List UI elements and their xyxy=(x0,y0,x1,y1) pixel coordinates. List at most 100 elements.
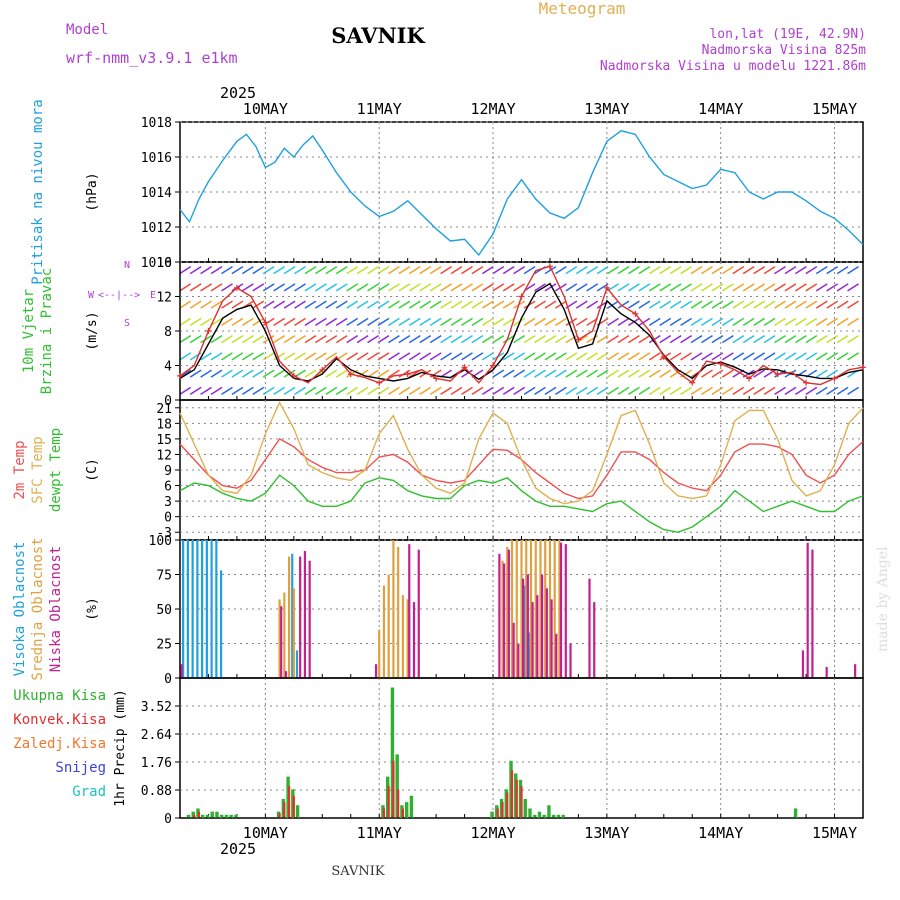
wind-barb xyxy=(763,300,776,309)
wind-barb xyxy=(732,300,745,309)
gust-marker xyxy=(233,284,240,291)
precip-bar xyxy=(374,664,378,678)
wind-barb xyxy=(513,369,526,378)
y-tick-label: 18 xyxy=(156,417,172,432)
wind-barb xyxy=(638,300,651,309)
wind-barb xyxy=(377,283,390,292)
wind-barb xyxy=(805,300,818,309)
gust-marker xyxy=(518,293,525,300)
x-day-label-top: 12MAY xyxy=(470,100,515,118)
wind-barb xyxy=(586,283,599,292)
wind-barb xyxy=(471,283,484,292)
wind-barb xyxy=(283,334,296,344)
wind-barb xyxy=(774,317,786,327)
wind-barb xyxy=(586,369,599,378)
precip-bar xyxy=(387,574,390,678)
wind-barb xyxy=(575,300,588,309)
wind-barb xyxy=(231,386,244,396)
wind-barb xyxy=(471,300,484,309)
wind-barb xyxy=(346,317,359,327)
wind-barb xyxy=(544,300,557,309)
wind-barb xyxy=(784,300,797,309)
wind-barb xyxy=(732,265,745,275)
wind-barb xyxy=(742,317,755,327)
gust-marker xyxy=(290,372,297,379)
wind-barb xyxy=(701,386,713,396)
wind-barb xyxy=(513,283,526,292)
wind-barb xyxy=(377,265,390,275)
wind-barb xyxy=(377,300,390,309)
y-tick-label: 1018 xyxy=(141,116,172,131)
precip-bar xyxy=(378,629,381,678)
wind-barb xyxy=(461,334,473,344)
precip-legend-label: Zaledj.Kisa xyxy=(13,736,106,752)
y-axis-unit: (m/s) xyxy=(85,311,100,350)
x-day-label-top: 14MAY xyxy=(698,100,743,118)
wind-barb xyxy=(554,352,567,361)
wind-barb xyxy=(210,300,223,309)
wind-barb xyxy=(836,386,849,396)
y-tick-label: 4 xyxy=(164,360,172,375)
wind-barb xyxy=(408,334,421,344)
wind-barb xyxy=(648,265,661,275)
wind-barb xyxy=(461,283,473,292)
precip-bar xyxy=(201,814,205,818)
y-tick-label: 0 xyxy=(164,394,172,409)
wind-barb xyxy=(784,352,797,361)
wind-barb xyxy=(774,283,786,292)
wind-barb xyxy=(575,386,588,396)
wind-barb xyxy=(450,265,463,275)
wind-barb xyxy=(189,334,202,344)
series-line xyxy=(179,130,864,257)
wind-barb xyxy=(325,300,338,309)
wind-barb xyxy=(753,386,766,396)
wind-barb xyxy=(450,283,463,292)
y-tick-label: 6 xyxy=(164,480,172,495)
wind-barb xyxy=(325,334,338,344)
wind-barb xyxy=(774,334,786,344)
wind-barb xyxy=(179,265,192,275)
wind-barb xyxy=(252,265,265,275)
wind-barb xyxy=(847,300,859,309)
y-tick-label: 1012 xyxy=(141,221,172,236)
y-axis-title: Srednja Oblacnost xyxy=(30,537,46,680)
wind-barb xyxy=(408,265,421,275)
wind-barb xyxy=(304,265,317,275)
gust-marker xyxy=(205,328,212,334)
precip-bar xyxy=(520,786,523,818)
wind-barb xyxy=(753,265,766,275)
wind-barb xyxy=(419,334,432,344)
wind-barb xyxy=(711,300,724,309)
wind-barb xyxy=(273,386,286,396)
wind-barb xyxy=(753,369,766,378)
wind-barb xyxy=(429,283,442,292)
wind-barb xyxy=(502,283,515,292)
wind-barb xyxy=(492,265,505,275)
wind-barb xyxy=(356,283,369,292)
x-day-label-top: 10MAY xyxy=(243,100,288,118)
wind-barb xyxy=(701,283,713,292)
wind-barb xyxy=(367,334,379,344)
precip-bar xyxy=(555,633,558,678)
wind-barb xyxy=(346,300,359,309)
wind-barb xyxy=(721,386,734,396)
wind-barb xyxy=(273,317,286,327)
precip-bar xyxy=(284,671,288,678)
wind-barb xyxy=(502,300,515,309)
wind-barb xyxy=(252,317,265,327)
wind-barb xyxy=(314,386,327,396)
wind-barb xyxy=(784,334,797,344)
wind-barb xyxy=(680,352,693,361)
wind-barb xyxy=(450,317,463,327)
wind-barb xyxy=(680,386,693,396)
y-axis-unit: (%) xyxy=(85,597,100,620)
wind-barb xyxy=(221,283,233,292)
wind-barb xyxy=(314,300,327,309)
wind-barb xyxy=(492,317,505,327)
wind-barb xyxy=(481,334,494,344)
wind-barb xyxy=(429,317,442,327)
precip-bar xyxy=(193,814,196,818)
y-tick-label: -3 xyxy=(156,526,172,541)
wind-barb xyxy=(523,352,536,361)
wind-barb xyxy=(471,334,484,344)
